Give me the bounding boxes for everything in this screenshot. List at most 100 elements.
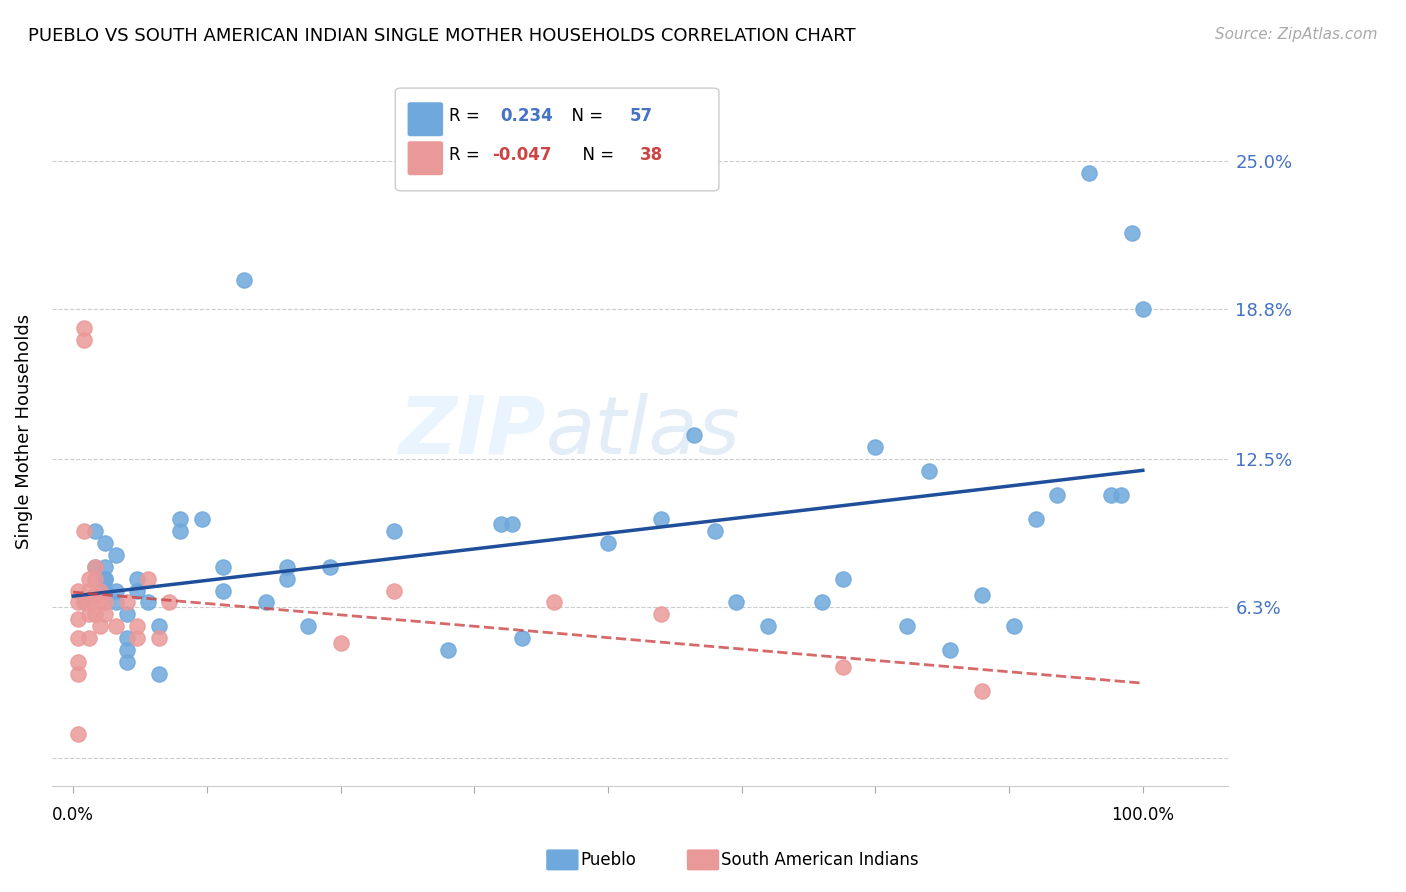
- Point: [127, 583, 149, 598]
- Text: N =: N =: [561, 107, 609, 126]
- Point: [1121, 226, 1143, 240]
- Text: atlas: atlas: [546, 392, 741, 471]
- Point: [329, 636, 352, 650]
- Text: 38: 38: [640, 146, 664, 164]
- Point: [94, 536, 117, 550]
- Point: [127, 572, 149, 586]
- Point: [212, 583, 235, 598]
- Point: [94, 583, 117, 598]
- Point: [115, 595, 138, 609]
- Point: [136, 572, 159, 586]
- Point: [254, 595, 277, 609]
- Point: [127, 619, 149, 633]
- Point: [73, 333, 96, 347]
- Point: [148, 619, 170, 633]
- Point: [67, 612, 90, 626]
- Point: [297, 619, 319, 633]
- Point: [972, 588, 994, 602]
- Point: [169, 512, 191, 526]
- Point: [1046, 488, 1069, 502]
- Point: [1099, 488, 1122, 502]
- Text: N =: N =: [572, 146, 619, 164]
- Point: [83, 559, 105, 574]
- Point: [83, 572, 105, 586]
- Point: [77, 632, 100, 646]
- Point: [725, 595, 748, 609]
- Text: 57: 57: [630, 107, 652, 126]
- Point: [972, 683, 994, 698]
- Text: 100.0%: 100.0%: [1111, 806, 1174, 824]
- Point: [148, 667, 170, 681]
- Point: [73, 595, 96, 609]
- Point: [157, 595, 180, 609]
- Point: [650, 607, 672, 622]
- Point: [212, 559, 235, 574]
- Point: [67, 632, 90, 646]
- Point: [67, 655, 90, 669]
- Point: [77, 595, 100, 609]
- Point: [89, 619, 111, 633]
- FancyBboxPatch shape: [408, 142, 443, 175]
- Point: [650, 512, 672, 526]
- Point: [436, 643, 458, 657]
- Point: [136, 595, 159, 609]
- Y-axis label: Single Mother Households: Single Mother Households: [15, 314, 32, 549]
- Point: [190, 512, 212, 526]
- Point: [89, 595, 111, 609]
- Text: ZIP: ZIP: [398, 392, 546, 471]
- Point: [1025, 512, 1047, 526]
- Point: [1132, 301, 1154, 316]
- Point: [104, 548, 127, 562]
- Point: [89, 583, 111, 598]
- Text: R =: R =: [450, 107, 491, 126]
- Point: [865, 441, 887, 455]
- Point: [73, 595, 96, 609]
- Point: [169, 524, 191, 538]
- Text: South American Indians: South American Indians: [721, 851, 920, 869]
- Point: [596, 536, 619, 550]
- Point: [148, 632, 170, 646]
- Point: [94, 572, 117, 586]
- Point: [115, 607, 138, 622]
- Text: 0.234: 0.234: [501, 107, 553, 126]
- FancyBboxPatch shape: [408, 103, 443, 136]
- Point: [83, 524, 105, 538]
- Point: [77, 607, 100, 622]
- Point: [682, 428, 704, 442]
- Point: [67, 667, 90, 681]
- Point: [382, 524, 405, 538]
- Point: [77, 572, 100, 586]
- Point: [115, 643, 138, 657]
- Point: [1111, 488, 1133, 502]
- Point: [382, 583, 405, 598]
- Point: [501, 516, 523, 531]
- Point: [918, 464, 941, 478]
- Point: [67, 583, 90, 598]
- Point: [896, 619, 918, 633]
- Text: Pueblo: Pueblo: [581, 851, 637, 869]
- Point: [939, 643, 962, 657]
- Point: [233, 273, 256, 287]
- Point: [512, 632, 534, 646]
- Point: [94, 559, 117, 574]
- Point: [489, 516, 512, 531]
- Point: [83, 559, 105, 574]
- Point: [104, 619, 127, 633]
- Point: [1004, 619, 1026, 633]
- Point: [276, 559, 298, 574]
- Point: [94, 595, 117, 609]
- Point: [73, 321, 96, 335]
- Point: [73, 524, 96, 538]
- Point: [67, 727, 90, 741]
- Point: [94, 572, 117, 586]
- Text: Source: ZipAtlas.com: Source: ZipAtlas.com: [1215, 27, 1378, 42]
- Point: [67, 595, 90, 609]
- Point: [276, 572, 298, 586]
- Text: PUEBLO VS SOUTH AMERICAN INDIAN SINGLE MOTHER HOUSEHOLDS CORRELATION CHART: PUEBLO VS SOUTH AMERICAN INDIAN SINGLE M…: [28, 27, 856, 45]
- Text: 0.0%: 0.0%: [52, 806, 94, 824]
- Text: -0.047: -0.047: [492, 146, 551, 164]
- Point: [127, 632, 149, 646]
- Point: [115, 632, 138, 646]
- Point: [83, 588, 105, 602]
- Point: [104, 595, 127, 609]
